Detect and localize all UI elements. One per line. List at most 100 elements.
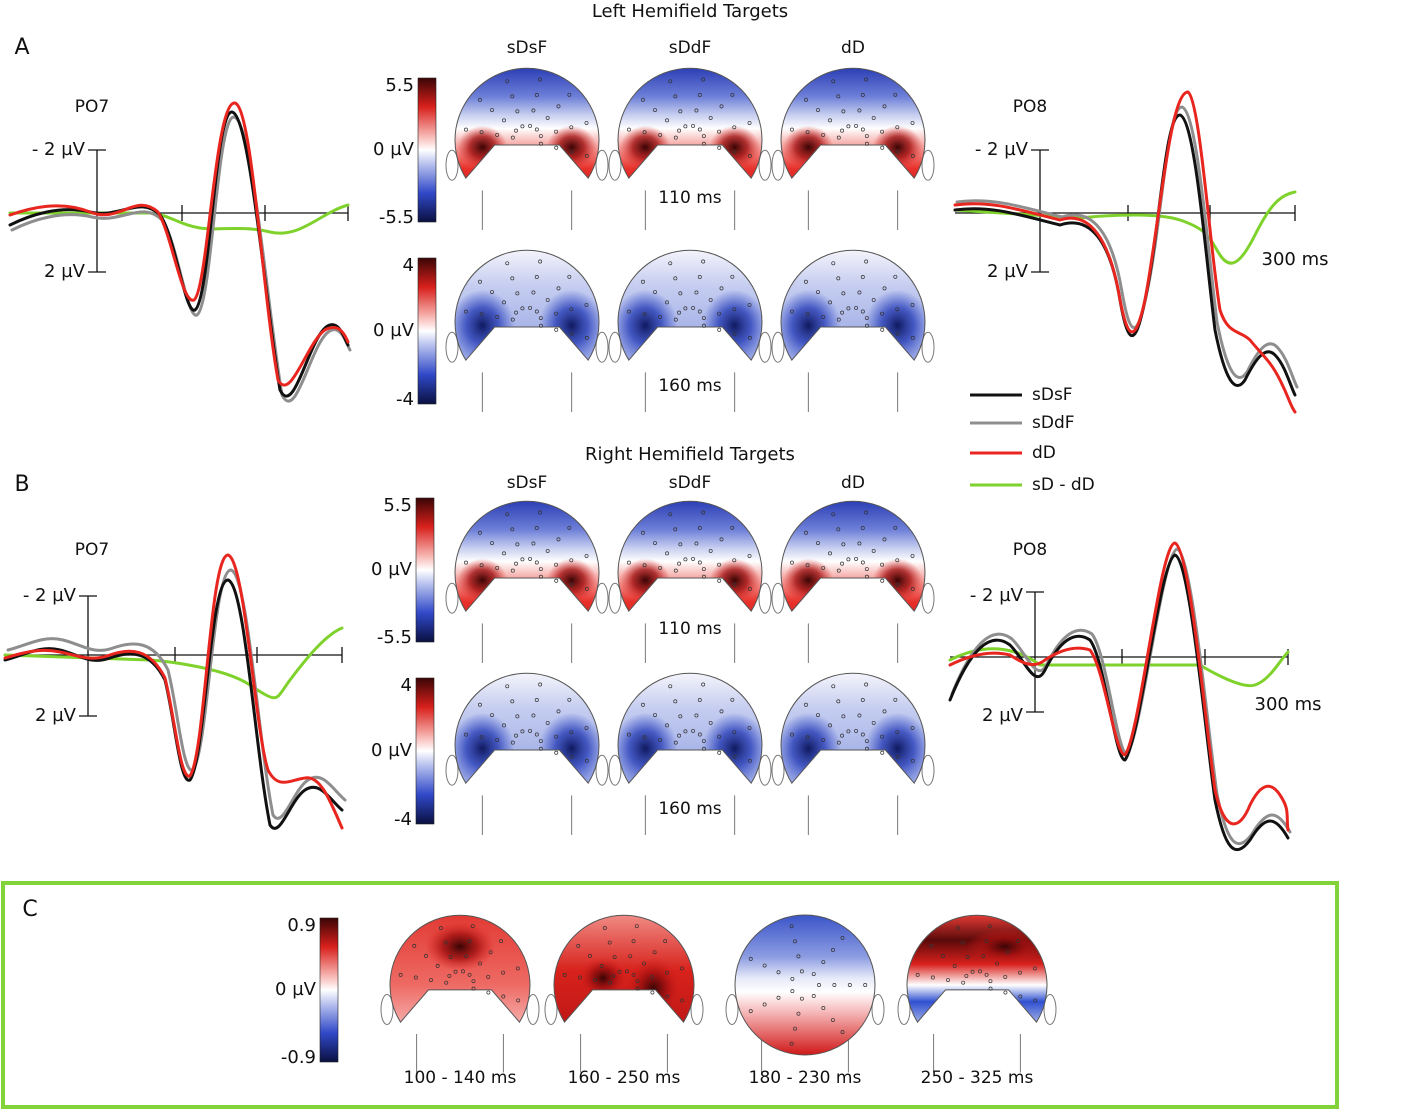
- electrode-label: PO8: [1013, 97, 1047, 117]
- electrode: [747, 758, 752, 763]
- electrode: [864, 134, 869, 138]
- axis-label: 2 µV: [982, 705, 1024, 726]
- electrode: [531, 108, 536, 113]
- waveform-b-right: [948, 541, 1292, 852]
- electrode: [790, 732, 794, 737]
- electrode: [793, 939, 797, 944]
- electrode: [846, 729, 851, 734]
- electrode: [538, 141, 543, 146]
- electrode: [515, 109, 520, 114]
- axis-label: 300 ms: [1262, 249, 1329, 270]
- map-blob: [781, 289, 841, 361]
- electrode: [984, 939, 989, 944]
- electrode: [871, 297, 876, 302]
- electrode: [799, 996, 804, 1001]
- map-fill: [390, 915, 530, 1023]
- electrode: [691, 123, 696, 128]
- electrode: [893, 697, 898, 702]
- electrode: [501, 994, 506, 999]
- electrode: [658, 565, 663, 570]
- electrode: [701, 134, 706, 138]
- electrode: [538, 567, 543, 571]
- ear: [871, 994, 885, 1025]
- electrode: [828, 118, 832, 123]
- map-time: 160 ms: [658, 376, 721, 396]
- electrode: [910, 302, 915, 307]
- electrode: [717, 129, 722, 134]
- electrode: [653, 713, 657, 717]
- electrode: [502, 551, 506, 556]
- electrode: [545, 297, 550, 302]
- electrode: [528, 305, 533, 310]
- axis-label: 2 µV: [44, 261, 86, 282]
- electrode: [554, 578, 559, 583]
- ear: [758, 754, 772, 786]
- ear: [771, 754, 785, 786]
- electrode: [556, 104, 561, 109]
- electrode: [453, 969, 458, 974]
- electrode: [499, 939, 504, 944]
- electrode: [673, 135, 678, 140]
- electrode: [514, 310, 519, 315]
- electrode: [871, 115, 876, 120]
- electrode: [717, 734, 722, 739]
- ear: [380, 994, 394, 1025]
- condition-label: sDsF: [507, 473, 548, 493]
- electrode: [804, 279, 808, 284]
- electrode: [545, 115, 550, 120]
- electrode: [880, 327, 885, 332]
- ear: [758, 149, 772, 181]
- electrode: [882, 709, 887, 714]
- electrode: [635, 979, 640, 984]
- electrode: [880, 750, 885, 755]
- electrode: [776, 970, 781, 975]
- electrode: [860, 526, 865, 530]
- electrode: [747, 335, 752, 340]
- electrode: [880, 562, 885, 567]
- electrode: [490, 713, 494, 717]
- electrode: [678, 714, 683, 719]
- colorbar-min: -4: [396, 389, 414, 410]
- electrode: [642, 130, 647, 135]
- electrode: [668, 261, 673, 266]
- map-fill: [781, 250, 925, 361]
- ear: [1043, 994, 1057, 1025]
- electrode: [697, 560, 702, 565]
- colorbar-min: -5.5: [377, 627, 412, 648]
- electrode: [895, 331, 900, 336]
- electrode: [678, 291, 683, 296]
- map-blob: [709, 558, 760, 602]
- electrode: [821, 314, 826, 319]
- electrode: [828, 300, 832, 305]
- electrode: [528, 123, 533, 128]
- topomap: [771, 67, 935, 230]
- electrode: [816, 713, 820, 717]
- electrode: [554, 129, 559, 134]
- electrode: [895, 558, 900, 563]
- electrode: [796, 954, 801, 959]
- electrode: [665, 723, 669, 728]
- ear: [921, 149, 935, 181]
- map-fill: [455, 250, 599, 361]
- electrode: [554, 562, 559, 567]
- electrode: [804, 97, 808, 102]
- head-outline: [617, 67, 763, 180]
- electrode: [642, 961, 647, 966]
- colorbar: [415, 497, 435, 643]
- electrode: [501, 970, 506, 975]
- electrode: [584, 553, 589, 558]
- head-outline: [454, 500, 600, 613]
- electrode: [435, 963, 440, 968]
- electrode: [701, 77, 706, 82]
- electrode: [719, 104, 724, 109]
- electrode: [617, 969, 622, 974]
- electrode: [697, 93, 702, 97]
- electrode: [805, 312, 810, 317]
- electrode: [864, 316, 869, 320]
- electrode: [694, 108, 699, 113]
- electrode: [747, 553, 752, 558]
- electrode: [478, 279, 482, 284]
- electrode: [831, 79, 836, 84]
- electrode: [732, 754, 737, 759]
- electrode: [828, 551, 832, 556]
